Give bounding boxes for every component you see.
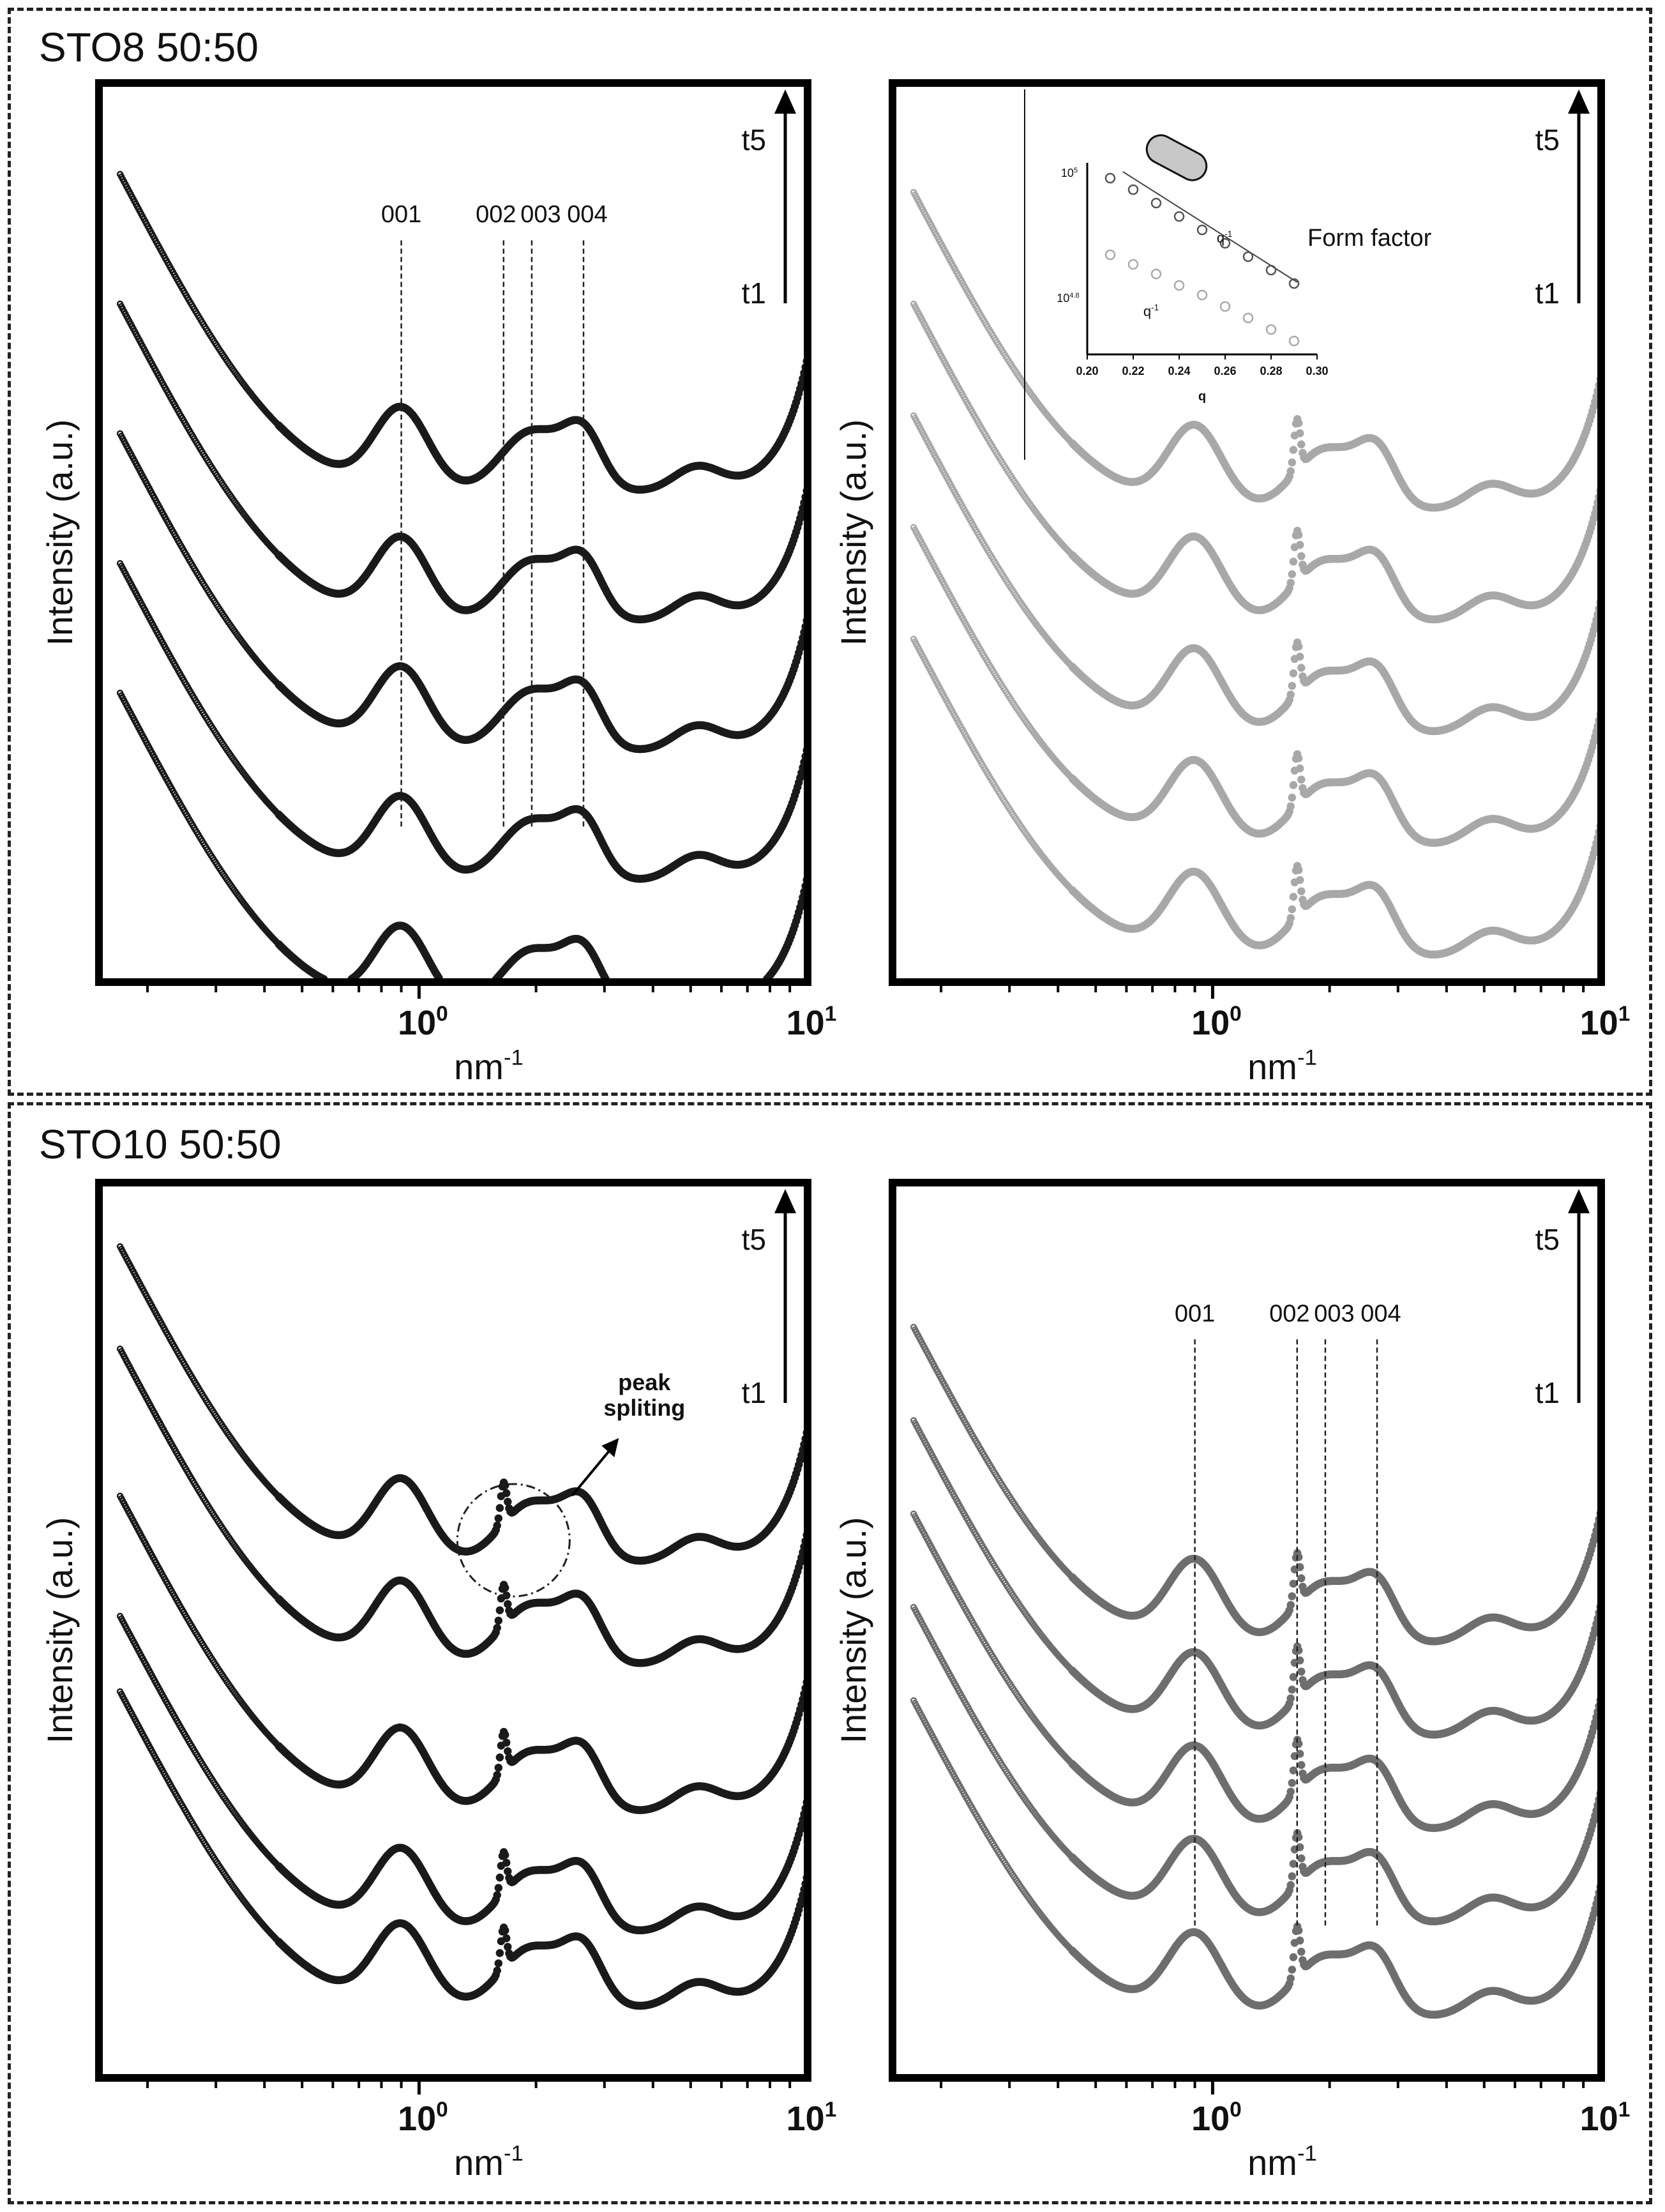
data-point (1286, 690, 1295, 699)
data-point (1286, 914, 1295, 922)
data-point (1288, 681, 1297, 690)
arrow-label-t1: t1 (742, 276, 766, 310)
x-axis-label: nm-1 (1247, 1046, 1317, 1087)
data-point (1297, 775, 1306, 784)
series-3 (910, 412, 1604, 736)
data-point (1297, 440, 1306, 449)
data-point (1289, 446, 1298, 454)
data-point (1286, 579, 1295, 587)
data-point (1294, 531, 1303, 539)
y-axis-label: Intensity (a.u.) (40, 420, 80, 646)
data-point (1294, 642, 1303, 651)
series-1 (116, 170, 811, 494)
series-5 (910, 635, 1604, 959)
data-point (1289, 557, 1298, 566)
data-point (1289, 893, 1298, 901)
section-title-sto10: STO10 50:50 (39, 1121, 282, 1167)
data-point (1286, 802, 1295, 810)
data-point (1286, 467, 1295, 476)
series-2 (910, 300, 1604, 624)
section-title-sto8: STO8 50:50 (39, 24, 259, 70)
data-point (1297, 663, 1306, 672)
time-arrow-head (774, 89, 796, 114)
data-point (1295, 429, 1304, 437)
data-point (1288, 793, 1297, 802)
data-point (1288, 570, 1297, 579)
data-point (1295, 653, 1304, 661)
peak-label-003: 003 (520, 201, 561, 228)
series-1 (910, 188, 1604, 512)
arrow-label-t5: t5 (742, 123, 766, 156)
data-point (1295, 764, 1304, 773)
y-axis-label: Intensity (a.u.) (833, 420, 873, 646)
data-point (1295, 541, 1304, 549)
data-point (1295, 875, 1304, 884)
series-4 (910, 524, 1604, 847)
peak-label-002: 002 (476, 201, 516, 228)
data-point (1288, 458, 1297, 467)
section-sto8: STO8 50:50 (8, 8, 1652, 1096)
peak-label-004: 004 (567, 201, 607, 228)
data-point (1289, 669, 1298, 678)
section-sto10: STO10 50:50 (8, 1102, 1652, 2204)
data-point (1294, 419, 1303, 427)
x-tick-label: 100 (1191, 1002, 1242, 1042)
x-tick-label: 100 (398, 1002, 448, 1042)
data-point (1294, 866, 1303, 874)
data-point (1297, 552, 1306, 561)
series-5 (116, 690, 811, 984)
x-tick-label: 101 (787, 1002, 837, 1042)
data-point (1289, 781, 1298, 789)
data-point (1297, 887, 1306, 895)
peak-label-001: 001 (381, 201, 421, 228)
data-point (1288, 905, 1297, 914)
data-point (1294, 754, 1303, 762)
x-tick-label: 101 (1580, 1002, 1631, 1042)
x-axis-label: nm-1 (454, 1046, 524, 1087)
chart-sto8-left: 100 101 nm-1 Intensity (a.u.) 001 002 003 004 t5… (40, 79, 837, 1087)
